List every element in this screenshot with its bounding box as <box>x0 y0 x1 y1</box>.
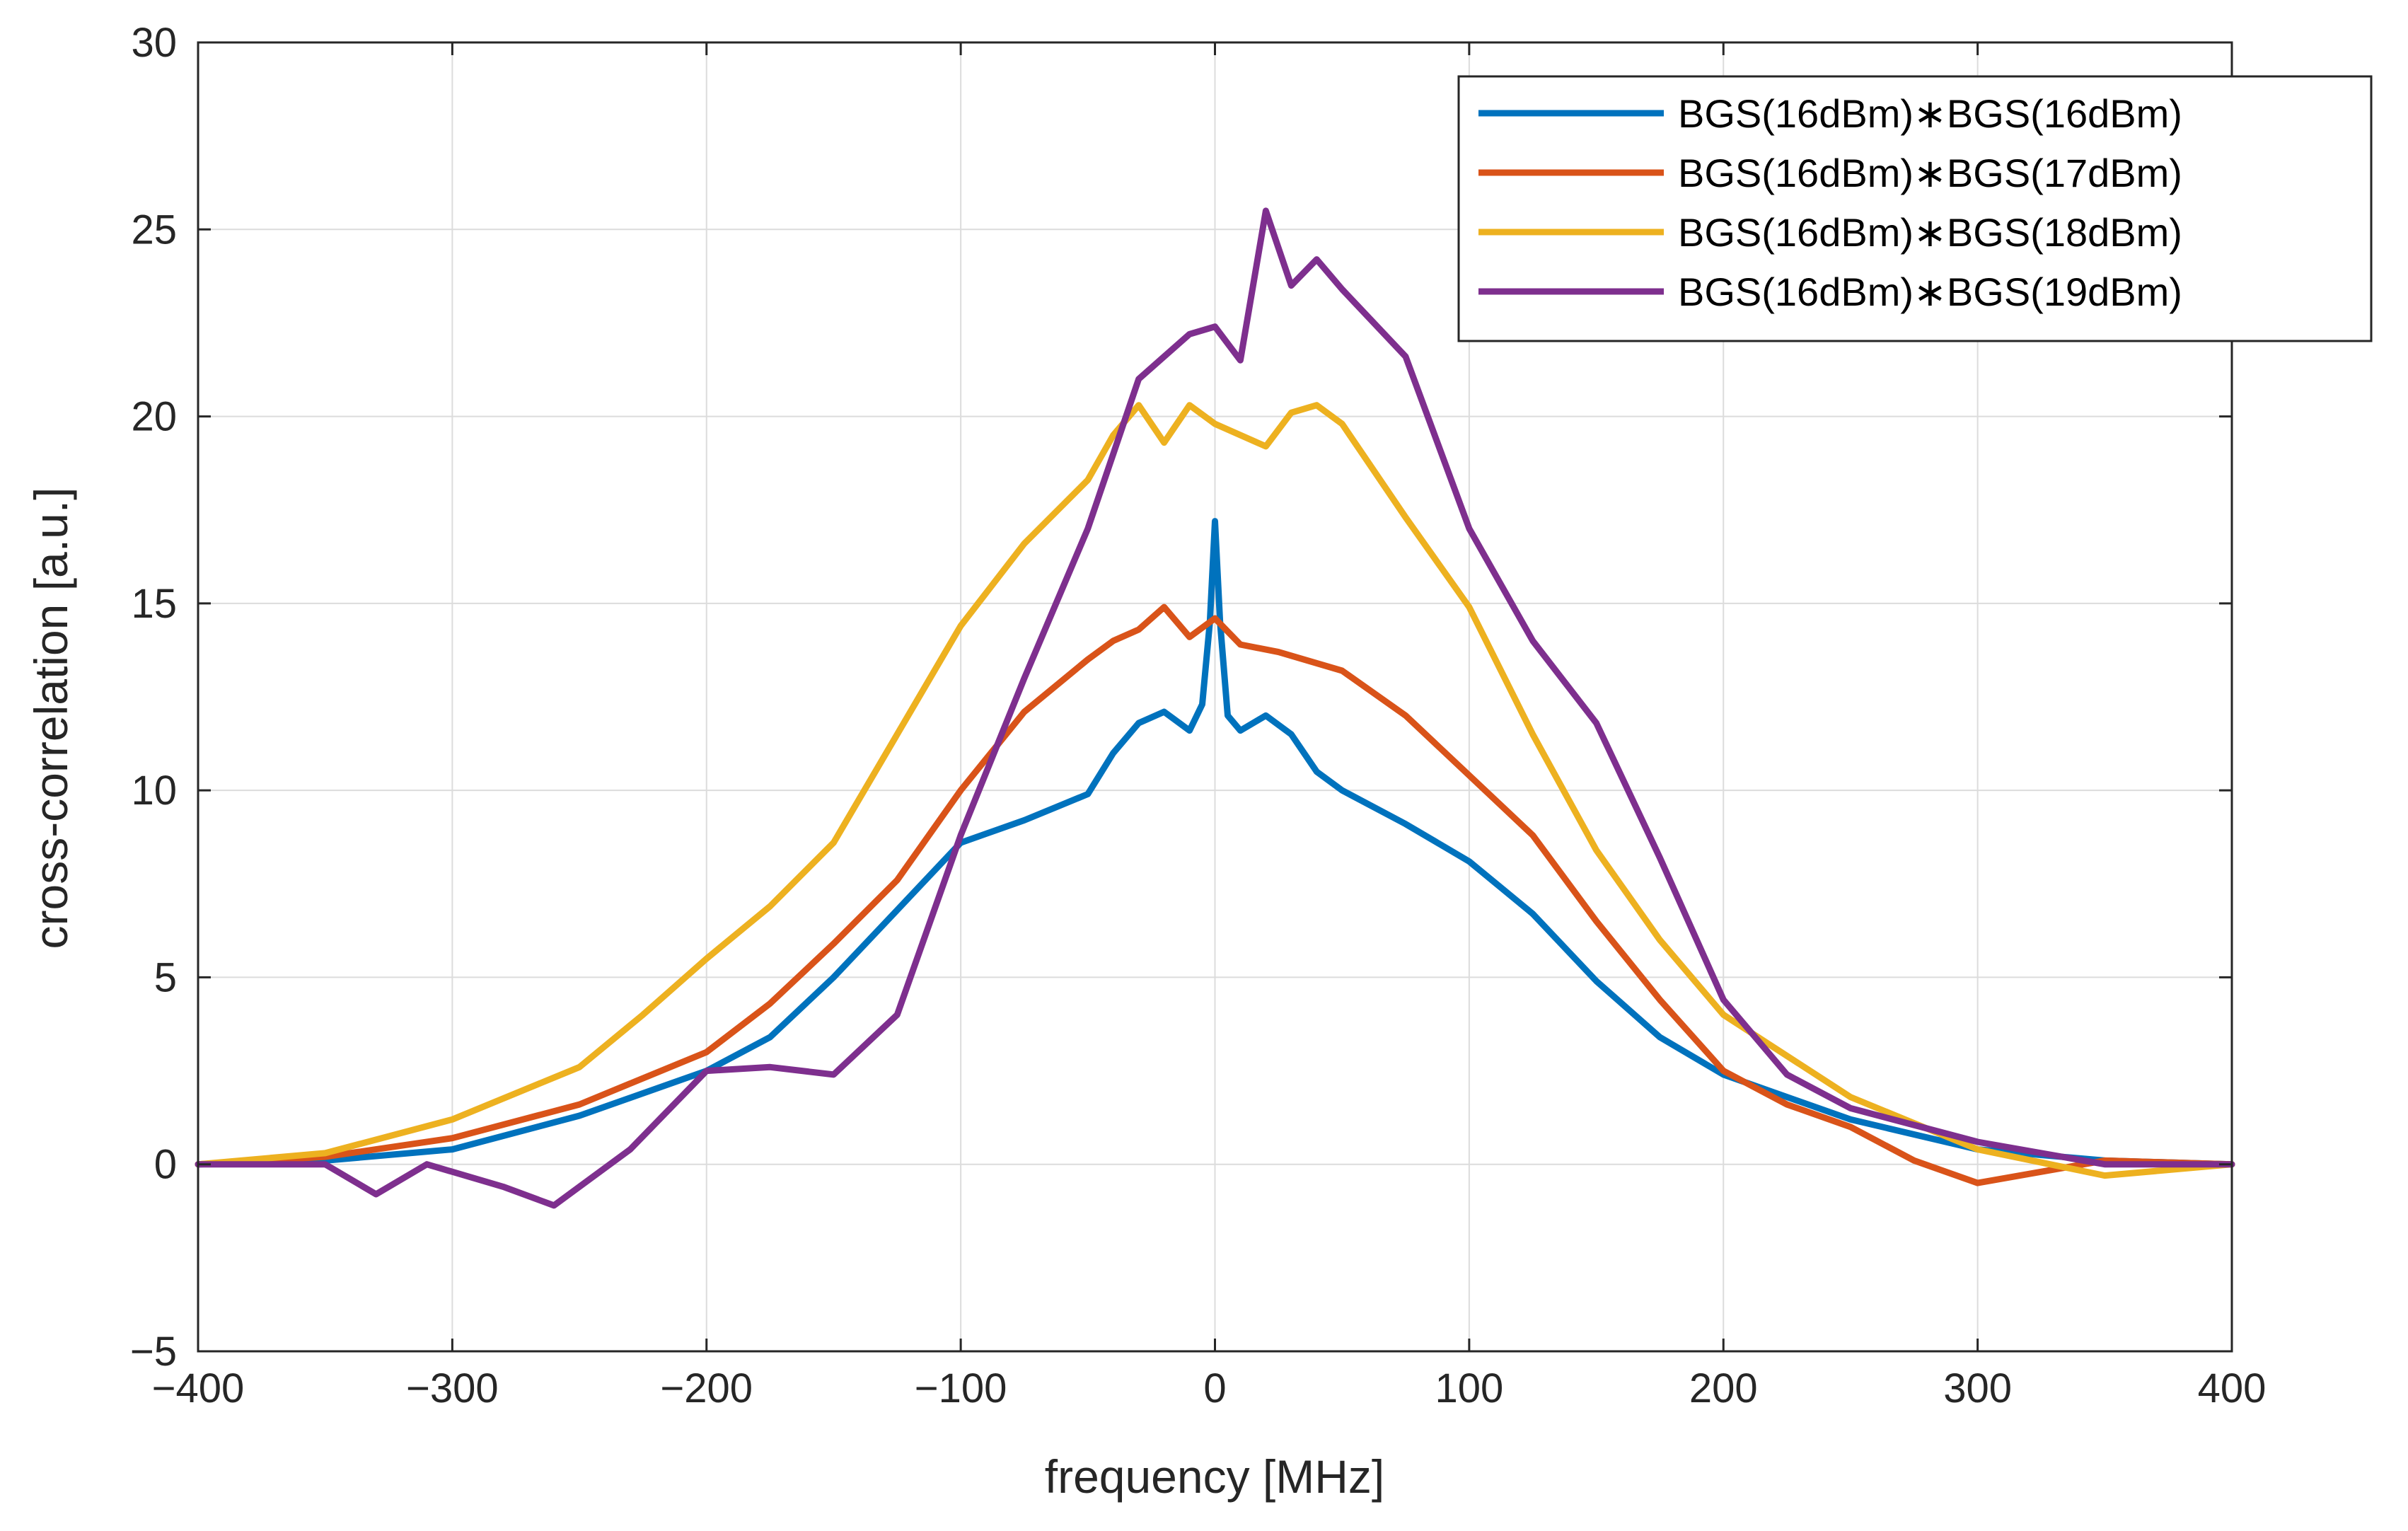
y-tick-label: 20 <box>131 394 177 440</box>
x-tick-label: −400 <box>152 1365 245 1411</box>
y-tick-label: −5 <box>130 1329 177 1375</box>
y-tick-labels: −5 0 5 10 15 20 25 30 <box>130 20 177 1375</box>
y-tick-label: 5 <box>154 954 177 1000</box>
x-tick-label: 0 <box>1203 1365 1226 1411</box>
series-line-1 <box>195 518 2235 1168</box>
legend-label-1: BGS(16dBm)∗BGS(16dBm) <box>1678 91 2182 136</box>
legend: BGS(16dBm)∗BGS(16dBm) BGS(16dBm)∗BGS(17dB… <box>1457 75 2373 342</box>
legend-label-3: BGS(16dBm)∗BGS(18dBm) <box>1678 210 2182 255</box>
legend-box <box>1457 75 2373 342</box>
axis-ticks <box>197 41 2233 1353</box>
x-tick-label: 300 <box>1943 1365 2012 1411</box>
series-line-4 <box>195 207 2235 1209</box>
y-tick-label: 15 <box>131 581 177 627</box>
x-tick-label: −300 <box>406 1365 499 1411</box>
series-lines <box>195 207 2235 1209</box>
x-axis-label: frequency [MHz] <box>1045 1450 1385 1503</box>
y-tick-label: 30 <box>131 20 177 66</box>
x-tick-label: 100 <box>1435 1365 1503 1411</box>
x-tick-label: −200 <box>660 1365 753 1411</box>
y-axis-label: cross-correlation [a.u.] <box>25 487 77 949</box>
x-tick-labels: −400 −300 −200 −100 0 100 200 300 400 <box>152 1365 2267 1411</box>
series-line-3 <box>195 402 2235 1179</box>
y-tick-label: 10 <box>131 768 177 814</box>
legend-label-4: BGS(16dBm)∗BGS(19dBm) <box>1678 270 2182 314</box>
x-tick-label: 400 <box>2198 1365 2267 1411</box>
legend-items: BGS(16dBm)∗BGS(16dBm) BGS(16dBm)∗BGS(17dB… <box>1478 91 2182 314</box>
series-line-2 <box>195 603 2235 1186</box>
legend-label-2: BGS(16dBm)∗BGS(17dBm) <box>1678 151 2182 195</box>
x-tick-label: −100 <box>915 1365 1007 1411</box>
y-tick-label: 0 <box>154 1142 177 1188</box>
x-tick-label: 200 <box>1689 1365 1758 1411</box>
y-tick-label: 25 <box>131 207 177 253</box>
